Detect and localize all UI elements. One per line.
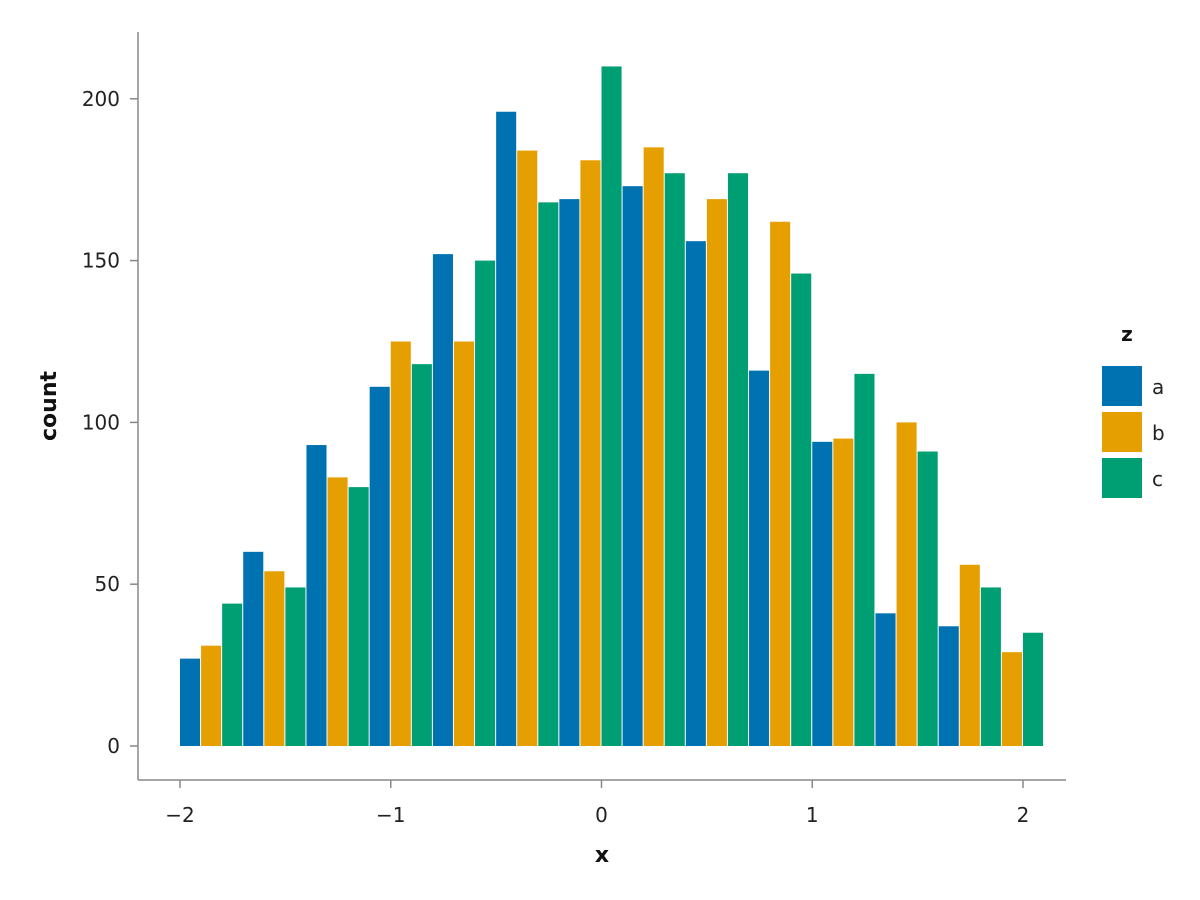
y-tick-label: 100 <box>82 410 120 434</box>
y-tick-label: 0 <box>107 734 120 758</box>
x-tick-label: −1 <box>376 803 405 827</box>
bar-a <box>559 199 580 746</box>
bar-a <box>875 613 896 746</box>
bar-c <box>727 173 749 747</box>
legend-label-a: a <box>1152 375 1164 399</box>
legend-label-b: b <box>1152 421 1165 445</box>
bar-c <box>475 260 496 746</box>
bar-a <box>749 370 770 746</box>
bar-c <box>980 587 1001 746</box>
legend-swatch-b <box>1102 412 1142 452</box>
legend-title: z <box>1121 322 1133 346</box>
bar-b <box>706 199 727 746</box>
y-axis-title: count <box>37 371 62 441</box>
legend-label-c: c <box>1152 467 1163 491</box>
bar-a <box>243 551 264 746</box>
bar-b <box>770 221 791 746</box>
bar-c <box>917 451 938 746</box>
x-axis-title: x <box>595 843 609 868</box>
legend-swatch-c <box>1102 458 1142 498</box>
bar-b <box>643 147 664 747</box>
bar-a <box>812 441 833 746</box>
bar-a <box>306 445 327 746</box>
bar-b <box>959 564 980 746</box>
x-ticks: −2 −1 0 1 2 <box>165 780 1029 827</box>
bars-layer <box>180 66 1044 747</box>
bar-c <box>1023 632 1044 746</box>
x-tick-label: 1 <box>806 803 819 827</box>
bar-a <box>685 241 706 746</box>
y-ticks: 0 50 100 150 200 <box>82 87 138 758</box>
legend: z abc <box>1102 322 1165 498</box>
x-tick-label: −2 <box>165 803 194 827</box>
bar-c <box>538 202 559 747</box>
bar-a <box>622 186 643 747</box>
bar-c <box>854 373 875 746</box>
bar-a <box>369 386 390 746</box>
bar-b <box>453 341 475 746</box>
bar-c <box>222 603 243 746</box>
bar-b <box>264 571 285 746</box>
bar-a <box>938 626 959 746</box>
bar-c <box>664 173 685 747</box>
bar-b <box>201 645 222 746</box>
bar-a <box>432 254 453 746</box>
y-tick-label: 150 <box>82 249 120 273</box>
bar-b <box>580 160 601 746</box>
legend-swatch-a <box>1102 366 1142 406</box>
y-tick-label: 200 <box>82 87 120 111</box>
bar-c <box>411 364 432 746</box>
x-tick-label: 2 <box>1017 803 1030 827</box>
bar-a <box>180 658 201 746</box>
bar-c <box>601 66 622 746</box>
bar-b <box>1001 652 1022 746</box>
bar-c <box>348 487 369 746</box>
bar-a <box>496 111 517 747</box>
bar-b <box>327 477 348 746</box>
y-tick-label: 50 <box>95 572 120 596</box>
bar-c <box>791 273 812 746</box>
bar-b <box>517 150 538 746</box>
bar-c <box>285 587 306 746</box>
bar-b <box>896 422 917 746</box>
bar-b <box>390 341 411 746</box>
x-tick-label: 0 <box>595 803 608 827</box>
bar-b <box>833 438 854 746</box>
